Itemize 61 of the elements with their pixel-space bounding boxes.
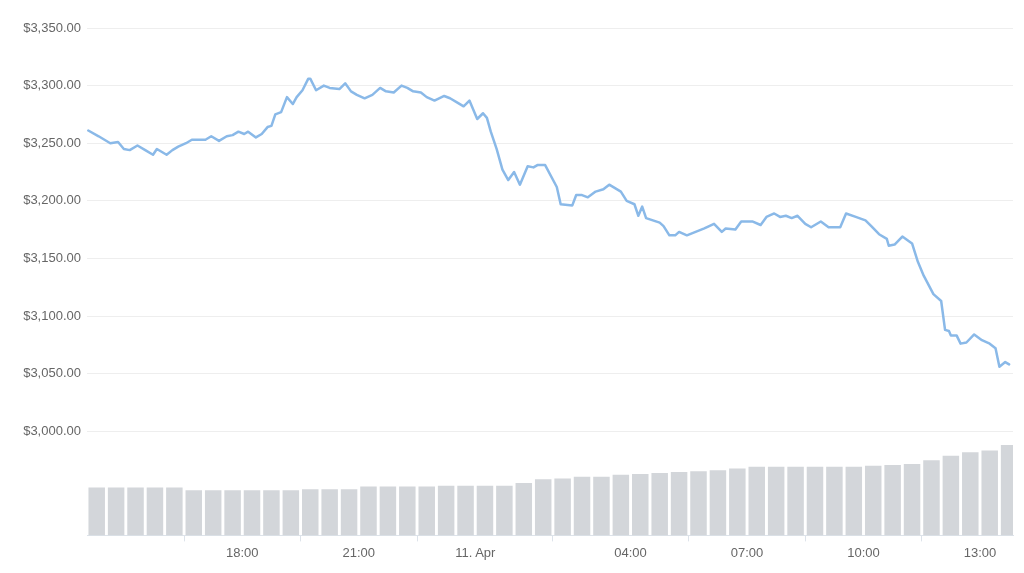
bar: [146, 487, 164, 536]
bar: [748, 466, 765, 536]
bar: [476, 485, 494, 536]
bar: [612, 474, 630, 536]
x-tick-label: 21:00: [342, 544, 376, 560]
bar: [554, 478, 571, 536]
y-tick-label: $3,000.00: [23, 422, 81, 438]
bar: [515, 482, 533, 536]
bar: [651, 473, 668, 536]
bar: [496, 485, 513, 536]
x-tick-label: 13:00: [963, 544, 997, 560]
bar: [573, 476, 591, 536]
y-tick-label: $3,300.00: [23, 77, 81, 93]
bar: [399, 486, 416, 536]
bar: [437, 485, 455, 536]
bar: [88, 487, 105, 536]
bar: [923, 460, 940, 536]
bar: [340, 489, 358, 536]
bar: [243, 490, 261, 536]
x-tick-label: 07:00: [730, 544, 764, 560]
x-tick-label: 18:00: [226, 544, 259, 560]
bar: [729, 468, 746, 536]
y-tick-label: $3,350.00: [23, 19, 81, 35]
bar: [690, 471, 707, 536]
bar: [457, 485, 474, 536]
y-tick-label: $3,050.00: [23, 365, 81, 381]
bar: [709, 470, 727, 536]
y-tick-label: $3,100.00: [23, 307, 81, 323]
bar: [204, 490, 222, 536]
bar: [826, 466, 843, 536]
y-tick-label: $3,200.00: [23, 192, 81, 208]
x-tick-label: 10:00: [847, 544, 880, 560]
bar: [670, 472, 688, 536]
bar: [185, 490, 203, 536]
bar: [787, 466, 804, 536]
bar: [534, 479, 552, 536]
y-tick-label: $3,150.00: [23, 249, 81, 265]
bar: [942, 455, 960, 536]
bar: [321, 489, 338, 536]
bar: [903, 463, 921, 536]
bar: [282, 490, 300, 536]
bar: [767, 466, 785, 536]
bar: [302, 489, 319, 536]
bar: [107, 487, 125, 536]
bar: [845, 466, 863, 536]
bar: [418, 486, 435, 536]
bar: [593, 476, 610, 536]
bar: [224, 490, 241, 536]
bar: [263, 490, 280, 536]
bar: [806, 466, 824, 536]
x-tick-label: 04:00: [614, 544, 647, 560]
bar: [379, 486, 397, 536]
bar: [127, 487, 144, 536]
bar: [166, 487, 183, 536]
bar: [962, 452, 979, 536]
y-tick-label: $3,250.00: [23, 134, 81, 150]
x-tick-label: 11. Apr: [455, 544, 497, 560]
bar: [360, 486, 377, 536]
bar: [864, 465, 882, 536]
bar: [632, 473, 649, 536]
bar: [884, 464, 901, 536]
